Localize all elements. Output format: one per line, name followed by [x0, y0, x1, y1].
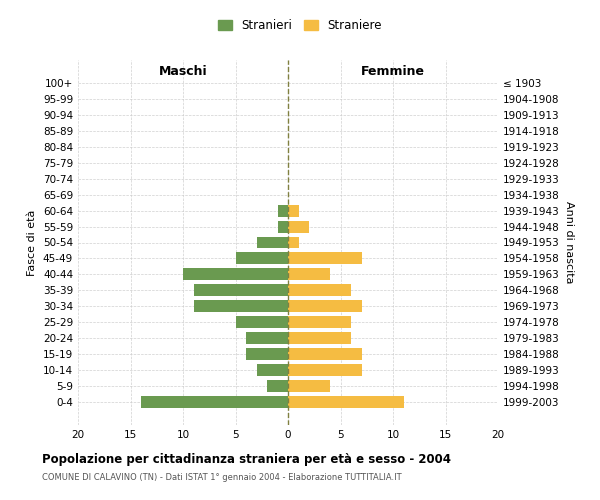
Bar: [193, 284, 288, 296]
Bar: [141, 396, 288, 408]
Bar: [288, 252, 361, 264]
Bar: [288, 348, 361, 360]
Bar: [235, 316, 288, 328]
Y-axis label: Fasce di età: Fasce di età: [28, 210, 37, 276]
Text: COMUNE DI CALAVINO (TN) - Dati ISTAT 1° gennaio 2004 - Elaborazione TUTTITALIA.I: COMUNE DI CALAVINO (TN) - Dati ISTAT 1° …: [42, 472, 401, 482]
Bar: [193, 300, 288, 312]
Bar: [277, 204, 288, 216]
Bar: [246, 332, 288, 344]
Bar: [246, 348, 288, 360]
Text: Femmine: Femmine: [361, 65, 425, 78]
Bar: [288, 364, 361, 376]
Bar: [288, 284, 351, 296]
Legend: Stranieri, Straniere: Stranieri, Straniere: [214, 16, 386, 36]
Bar: [257, 236, 288, 248]
Bar: [288, 236, 299, 248]
Bar: [267, 380, 288, 392]
Bar: [288, 380, 330, 392]
Bar: [288, 300, 361, 312]
Bar: [257, 364, 288, 376]
Text: Maschi: Maschi: [158, 65, 208, 78]
Bar: [235, 252, 288, 264]
Bar: [288, 332, 351, 344]
Bar: [288, 316, 351, 328]
Bar: [288, 204, 299, 216]
Text: Popolazione per cittadinanza straniera per età e sesso - 2004: Popolazione per cittadinanza straniera p…: [42, 452, 451, 466]
Bar: [288, 396, 404, 408]
Bar: [277, 220, 288, 232]
Bar: [183, 268, 288, 280]
Bar: [288, 268, 330, 280]
Y-axis label: Anni di nascita: Anni di nascita: [563, 201, 574, 284]
Bar: [288, 220, 309, 232]
